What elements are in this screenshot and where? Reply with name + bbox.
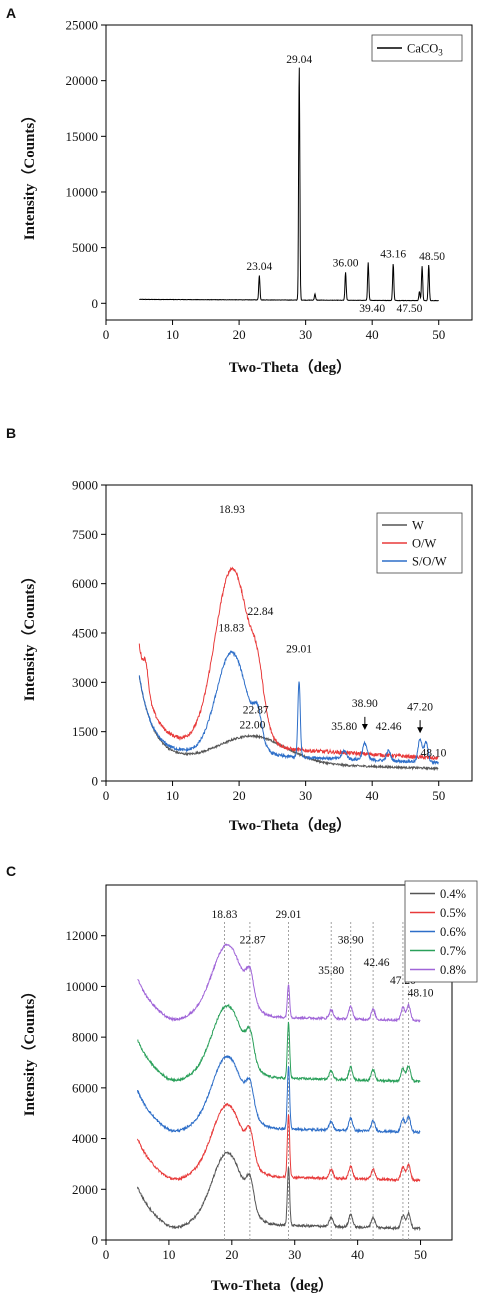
panel-letter-a: A — [6, 5, 16, 21]
x-tick-label: 50 — [432, 327, 445, 342]
y-tick-label: 5000 — [72, 240, 98, 255]
x-tick-label: 50 — [414, 1247, 427, 1262]
y-tick-label: 15000 — [66, 129, 99, 144]
peak-label: 47.20 — [407, 701, 433, 713]
y-tick-label: 3000 — [72, 675, 98, 690]
peak-label: 35.80 — [318, 965, 344, 977]
y-tick-label: 0 — [92, 774, 99, 789]
peak-label: 48.10 — [408, 988, 434, 1000]
series-line-0-5 — [137, 1102, 421, 1183]
panel-b-y-axis-title: Intensity（Counts） — [20, 569, 38, 702]
peak-arrow-head — [361, 724, 368, 731]
x-tick-label: 0 — [103, 1247, 110, 1262]
y-tick-label: 0 — [92, 1233, 99, 1248]
panel-a-x-axis-title: Two-Theta（deg） — [229, 358, 351, 376]
y-tick-label: 12000 — [66, 928, 99, 943]
y-tick-label: 4000 — [72, 1131, 98, 1146]
legend-entry: S/O/W — [412, 555, 447, 569]
peak-label: 36.00 — [333, 258, 359, 270]
peak-label: 18.93 — [219, 504, 245, 516]
plot-frame — [105, 24, 473, 321]
legend-entry: 0.8% — [440, 963, 466, 977]
peak-label: 18.83 — [218, 622, 244, 634]
legend-entry: 0.5% — [440, 906, 466, 920]
peak-label: 38.90 — [352, 698, 378, 710]
legend-entry: CaCO3 — [407, 42, 443, 58]
y-tick-label: 20000 — [66, 73, 99, 88]
panel-b-plot-area: 0 10 20 30 40 50 0 1500 3000 4500 6000 7500 9000 18.9… — [72, 478, 473, 803]
x-tick-label: 40 — [366, 327, 379, 342]
peak-label: 22.00 — [239, 719, 265, 731]
y-tick-label: 9000 — [72, 478, 98, 493]
series-line-0-6 — [137, 1055, 421, 1135]
peak-label: 42.46 — [376, 721, 402, 733]
x-tick-label: 10 — [166, 788, 179, 803]
peak-label: 22.87 — [240, 934, 266, 946]
panel-b-x-axis-title: Two-Theta（deg） — [229, 816, 351, 834]
series-line-0-8 — [137, 943, 421, 1023]
peak-label: 42.46 — [364, 957, 390, 969]
x-tick-label: 30 — [299, 788, 312, 803]
y-tick-label: 2000 — [72, 1182, 98, 1197]
peak-label: 35.80 — [331, 721, 357, 733]
peak-label: 22.84 — [247, 606, 273, 618]
y-tick-label: 1500 — [72, 724, 98, 739]
x-tick-label: 40 — [366, 788, 379, 803]
panel-c-plot-area: 0 10 20 30 40 50 0 2000 4000 6000 8000 10000 12000 18… — [66, 880, 478, 1262]
panel-a-plot-area: 0 10 20 30 40 50 0 5000 10000 15000 20000 25000 29.0… — [66, 18, 473, 342]
y-tick-label: 10000 — [66, 184, 99, 199]
panel-letter-b: B — [6, 425, 16, 441]
legend-entry: 0.6% — [440, 925, 466, 939]
peak-label: 29.04 — [286, 54, 312, 66]
series-line-w — [138, 676, 439, 772]
panel-c-x-axis-title: Two-Theta（deg） — [211, 1276, 333, 1294]
panel-a-y-axis-title: Intensity（Counts） — [20, 108, 38, 241]
peak-label: 22.87 — [243, 705, 269, 717]
series-line-caco3 — [139, 67, 439, 302]
peak-arrow-head — [417, 727, 424, 734]
series-line-0-7 — [137, 1003, 421, 1084]
y-tick-label: 4500 — [72, 626, 98, 641]
x-tick-label: 40 — [351, 1247, 364, 1262]
legend-entry: 0.4% — [440, 887, 466, 901]
x-tick-label: 0 — [103, 327, 110, 342]
y-tick-label: 8000 — [72, 1030, 98, 1045]
peak-label: 39.40 — [359, 303, 385, 315]
series-line-sow — [138, 650, 439, 766]
peak-label: 29.01 — [286, 644, 312, 656]
x-tick-label: 0 — [103, 788, 110, 803]
peak-label: 47.50 — [397, 303, 423, 315]
peak-label: 23.04 — [246, 261, 272, 273]
legend-entry: 0.7% — [440, 944, 466, 958]
legend-entry: W — [412, 519, 424, 533]
x-tick-label: 20 — [225, 1247, 238, 1262]
x-tick-label: 30 — [288, 1247, 301, 1262]
peak-label: 43.16 — [380, 249, 406, 261]
x-tick-label: 10 — [166, 327, 179, 342]
x-tick-label: 50 — [432, 788, 445, 803]
y-tick-label: 6000 — [72, 1080, 98, 1095]
peak-label: 38.90 — [338, 934, 364, 946]
panel-c-y-axis-title: Intensity（Counts） — [20, 984, 38, 1117]
plot-frame — [105, 884, 453, 1241]
peak-label: 29.01 — [276, 909, 302, 921]
x-tick-label: 20 — [233, 327, 246, 342]
x-tick-label: 10 — [162, 1247, 175, 1262]
x-tick-label: 30 — [299, 327, 312, 342]
series-line-ow — [138, 566, 439, 761]
series-line-0-4 — [137, 1151, 421, 1232]
panel-letter-c: C — [6, 863, 16, 879]
y-tick-label: 0 — [92, 296, 99, 311]
peak-label: 18.83 — [212, 909, 238, 921]
y-tick-label: 25000 — [66, 18, 99, 33]
peak-label: 48.10 — [420, 747, 446, 759]
peak-label: 48.50 — [419, 251, 445, 263]
y-tick-label: 10000 — [66, 979, 99, 994]
y-tick-label: 6000 — [72, 576, 98, 591]
legend-entry: O/W — [412, 537, 437, 551]
x-tick-label: 20 — [233, 788, 246, 803]
y-tick-label: 7500 — [72, 527, 98, 542]
